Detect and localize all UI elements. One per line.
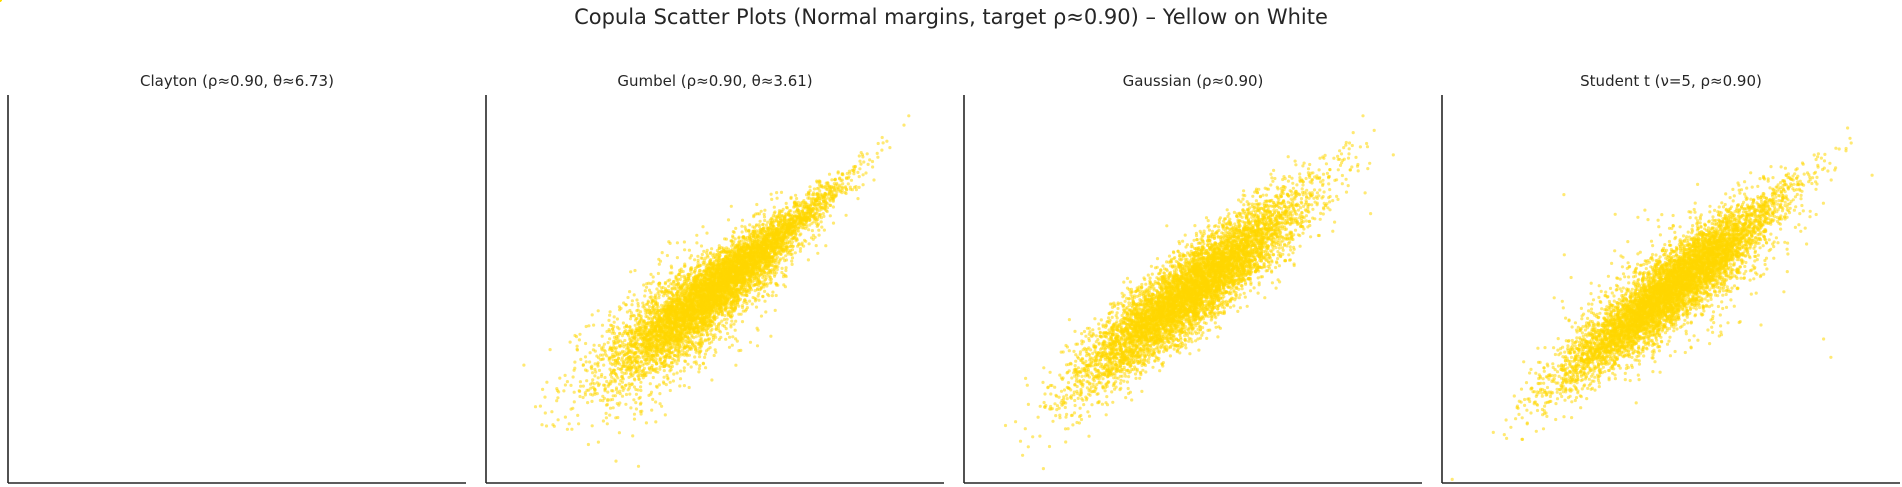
clayton-panel: Clayton (ρ≈0.90, θ≈6.73) — [0, 0, 466, 483]
clayton-panel-title: Clayton (ρ≈0.90, θ≈6.73) — [140, 72, 334, 90]
clayton-points — [0, 0, 2, 2]
